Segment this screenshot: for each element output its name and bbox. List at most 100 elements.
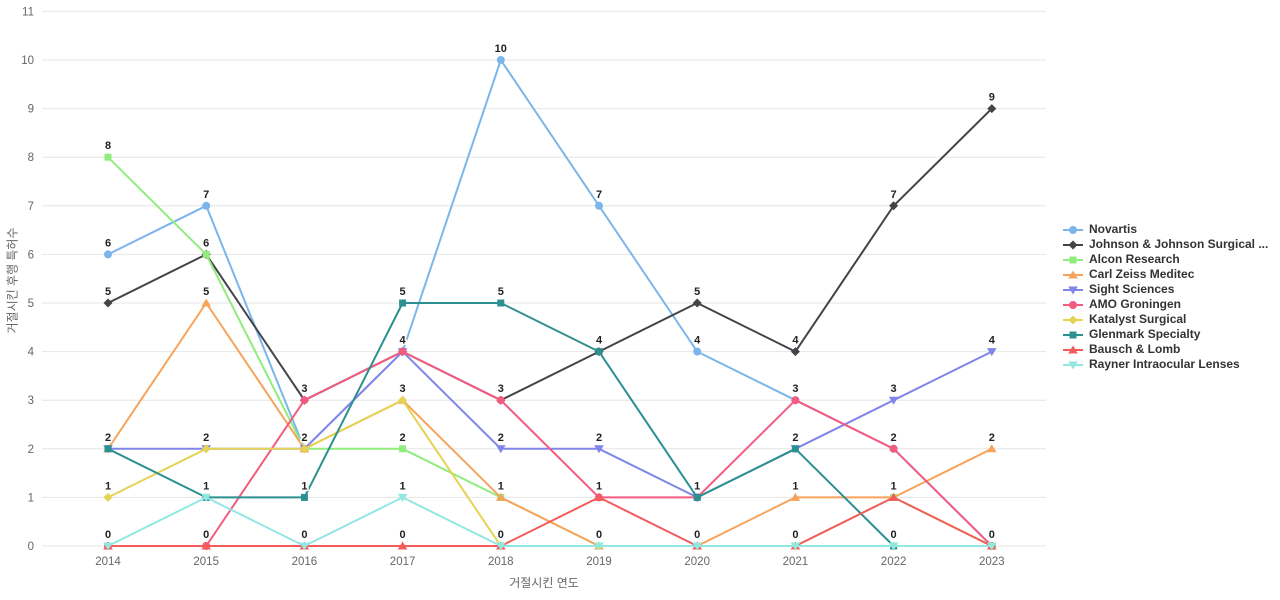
point-sight-sciences-2018[interactable]: [496, 445, 506, 454]
point-katalyst-surgical-2016[interactable]: [299, 444, 309, 454]
point-alcon-research-2015[interactable]: [202, 250, 210, 258]
point-sight-sciences-2023[interactable]: [987, 348, 997, 357]
point-amo-groningen-2021[interactable]: [791, 396, 800, 405]
point-katalyst-surgical-2014[interactable]: [103, 492, 113, 502]
data-label-2023-2: 2: [989, 432, 995, 444]
point-glenmark-specialty-2021[interactable]: [791, 445, 799, 453]
data-label-2021-3: 3: [792, 383, 798, 395]
legend-item-glenmark-specialty[interactable]: Glenmark Specialty: [1062, 327, 1268, 342]
data-label-2018-5: 5: [498, 286, 504, 298]
point-glenmark-specialty-2020[interactable]: [693, 493, 701, 501]
point-novartis-2018[interactable]: [496, 56, 505, 64]
point-rayner-intraocular-lenses-2015[interactable]: [201, 493, 211, 502]
point-rayner-intraocular-lenses-2020[interactable]: [692, 542, 702, 551]
point-novartis-2019[interactable]: [595, 201, 603, 210]
data-label-2017-4: 4: [400, 335, 407, 347]
series-line-glenmark-specialty: [107, 302, 993, 547]
point-rayner-intraocular-lenses-2021[interactable]: [790, 542, 801, 551]
legend-item-rayner-intraocular-lenses[interactable]: Rayner Intraocular Lenses: [1062, 357, 1268, 372]
legend-item-bausch-lomb[interactable]: Bausch & Lomb: [1062, 342, 1268, 357]
point-johnson-johnson-surgical-2022[interactable]: [889, 201, 899, 211]
data-label-2015-1: 1: [203, 480, 209, 492]
legend-item-johnson-johnson-surgical[interactable]: Johnson & Johnson Surgical ...: [1062, 237, 1268, 252]
point-glenmark-specialty-2019[interactable]: [595, 348, 603, 356]
data-label-2019-2: 2: [596, 432, 602, 444]
point-alcon-research-2017[interactable]: [399, 445, 407, 453]
point-katalyst-surgical-2015[interactable]: [201, 444, 211, 454]
legend-item-katalyst-surgical[interactable]: Katalyst Surgical: [1062, 312, 1268, 327]
y-tick-label-7: 7: [28, 201, 34, 213]
legend-marker-bausch-lomb: [1063, 345, 1083, 353]
series-line-amo-groningen: [107, 350, 993, 547]
point-glenmark-specialty-2018[interactable]: [497, 299, 505, 307]
point-carl-zeiss-meditec-2023[interactable]: [987, 444, 997, 453]
data-label-2021-2: 2: [792, 432, 798, 444]
point-amo-groningen-2022[interactable]: [889, 444, 898, 453]
data-label-2022-7: 7: [891, 189, 897, 201]
point-bausch-lomb-2015[interactable]: [201, 541, 211, 550]
point-rayner-intraocular-lenses-2017[interactable]: [397, 493, 408, 502]
legend-label: Rayner Intraocular Lenses: [1089, 357, 1240, 371]
data-label-2014-5: 5: [105, 286, 111, 298]
point-rayner-intraocular-lenses-2018[interactable]: [496, 542, 506, 551]
point-carl-zeiss-meditec-2015[interactable]: [201, 298, 211, 307]
point-rayner-intraocular-lenses-2014[interactable]: [103, 542, 113, 551]
data-label-2015-0: 0: [203, 529, 209, 541]
point-johnson-johnson-surgical-2023[interactable]: [987, 104, 997, 114]
point-bausch-lomb-2017[interactable]: [397, 541, 408, 550]
data-label-2018-1: 1: [498, 480, 504, 492]
point-alcon-research-2014[interactable]: [104, 153, 112, 161]
point-rayner-intraocular-lenses-2022[interactable]: [888, 542, 899, 551]
legend-marker-glyph: [1069, 331, 1077, 338]
x-tick-label-2022: 2022: [881, 556, 907, 568]
legend-marker-glyph: [1068, 240, 1078, 249]
point-novartis-2015[interactable]: [202, 201, 211, 210]
point-johnson-johnson-surgical-2020[interactable]: [692, 298, 702, 308]
legend-marker-carl-zeiss-meditec: [1063, 270, 1083, 278]
point-johnson-johnson-surgical-2021[interactable]: [790, 347, 800, 357]
data-label-2014-8: 8: [105, 140, 111, 152]
data-label-2015-6: 6: [203, 237, 209, 249]
legend-item-alcon-research[interactable]: Alcon Research: [1062, 252, 1268, 267]
series-line-sight-sciences: [107, 350, 993, 499]
y-tick-label-9: 9: [28, 104, 34, 116]
point-novartis-2020[interactable]: [693, 347, 702, 356]
point-amo-groningen-2017[interactable]: [398, 347, 407, 356]
point-amo-groningen-2018[interactable]: [496, 396, 505, 405]
point-katalyst-surgical-2017[interactable]: [398, 395, 408, 405]
point-bausch-lomb-2022[interactable]: [888, 492, 899, 501]
legend-item-sight-sciences[interactable]: Sight Sciences: [1062, 282, 1268, 297]
point-glenmark-specialty-2014[interactable]: [104, 445, 112, 453]
point-carl-zeiss-meditec-2018[interactable]: [496, 492, 506, 501]
data-label-2020-5: 5: [694, 286, 700, 298]
legend-marker-alcon-research: [1063, 256, 1083, 263]
point-amo-groningen-2016[interactable]: [300, 396, 309, 405]
data-label-2018-10: 10: [495, 43, 507, 55]
data-label-2014-2: 2: [105, 432, 111, 444]
data-label-2017-0: 0: [400, 529, 406, 541]
point-glenmark-specialty-2017[interactable]: [399, 299, 407, 307]
x-axis-title: 거절시킨 연도: [509, 576, 579, 590]
point-glenmark-specialty-2016[interactable]: [300, 493, 308, 501]
x-tick-label-2017: 2017: [390, 556, 416, 568]
legend-marker-glyph: [1069, 300, 1077, 309]
y-tick-label-5: 5: [28, 298, 34, 310]
point-novartis-2014[interactable]: [104, 250, 112, 259]
x-tick-label-2014: 2014: [95, 556, 121, 568]
point-bausch-lomb-2019[interactable]: [594, 492, 604, 501]
point-rayner-intraocular-lenses-2016[interactable]: [299, 542, 310, 551]
point-johnson-johnson-surgical-2014[interactable]: [103, 298, 113, 308]
legend-item-amo-groningen[interactable]: AMO Groningen: [1062, 297, 1268, 312]
y-tick-label-10: 10: [21, 55, 34, 67]
legend-item-carl-zeiss-meditec[interactable]: Carl Zeiss Meditec: [1062, 267, 1268, 282]
point-carl-zeiss-meditec-2021[interactable]: [790, 492, 801, 501]
point-rayner-intraocular-lenses-2019[interactable]: [594, 542, 604, 551]
legend-label: AMO Groningen: [1089, 297, 1181, 311]
series-line-carl-zeiss-meditec: [107, 302, 993, 547]
data-label-2014-0: 0: [105, 529, 111, 541]
point-sight-sciences-2019[interactable]: [594, 445, 604, 454]
legend-item-novartis[interactable]: Novartis: [1062, 222, 1268, 237]
legend-label: Glenmark Specialty: [1089, 327, 1201, 341]
point-rayner-intraocular-lenses-2023[interactable]: [987, 542, 997, 551]
point-sight-sciences-2022[interactable]: [888, 396, 899, 405]
